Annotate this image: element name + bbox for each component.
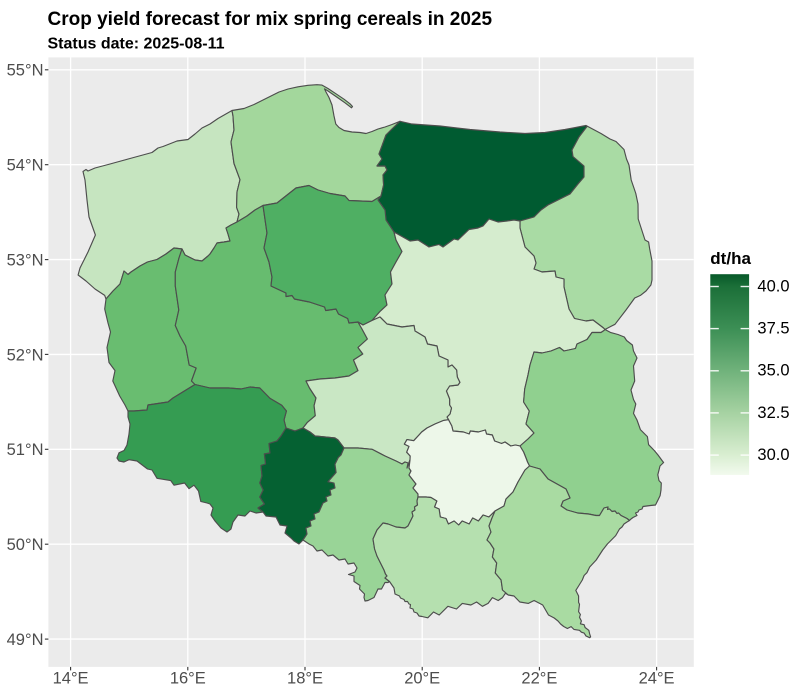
svg-text:55°N: 55°N bbox=[7, 62, 44, 80]
svg-text:14°E: 14°E bbox=[53, 670, 89, 688]
svg-text:35.0: 35.0 bbox=[757, 362, 789, 380]
svg-text:dt/ha: dt/ha bbox=[710, 249, 751, 268]
svg-text:37.5: 37.5 bbox=[757, 320, 789, 338]
svg-text:54°N: 54°N bbox=[7, 157, 44, 175]
svg-text:40.0: 40.0 bbox=[757, 277, 789, 295]
svg-text:49°N: 49°N bbox=[7, 631, 44, 649]
svg-text:53°N: 53°N bbox=[7, 252, 44, 270]
svg-text:Status date: 2025-08-11: Status date: 2025-08-11 bbox=[48, 36, 225, 53]
svg-text:16°E: 16°E bbox=[170, 670, 206, 688]
svg-text:20°E: 20°E bbox=[404, 670, 440, 688]
svg-text:24°E: 24°E bbox=[639, 670, 675, 688]
svg-text:51°N: 51°N bbox=[7, 441, 44, 459]
svg-text:18°E: 18°E bbox=[287, 670, 323, 688]
svg-text:50°N: 50°N bbox=[7, 536, 44, 554]
svg-text:32.5: 32.5 bbox=[757, 404, 789, 422]
svg-text:Crop yield forecast for mix sp: Crop yield forecast for mix spring cerea… bbox=[48, 9, 493, 30]
svg-text:22°E: 22°E bbox=[521, 670, 557, 688]
svg-text:52°N: 52°N bbox=[7, 346, 44, 364]
svg-text:30.0: 30.0 bbox=[757, 446, 789, 464]
